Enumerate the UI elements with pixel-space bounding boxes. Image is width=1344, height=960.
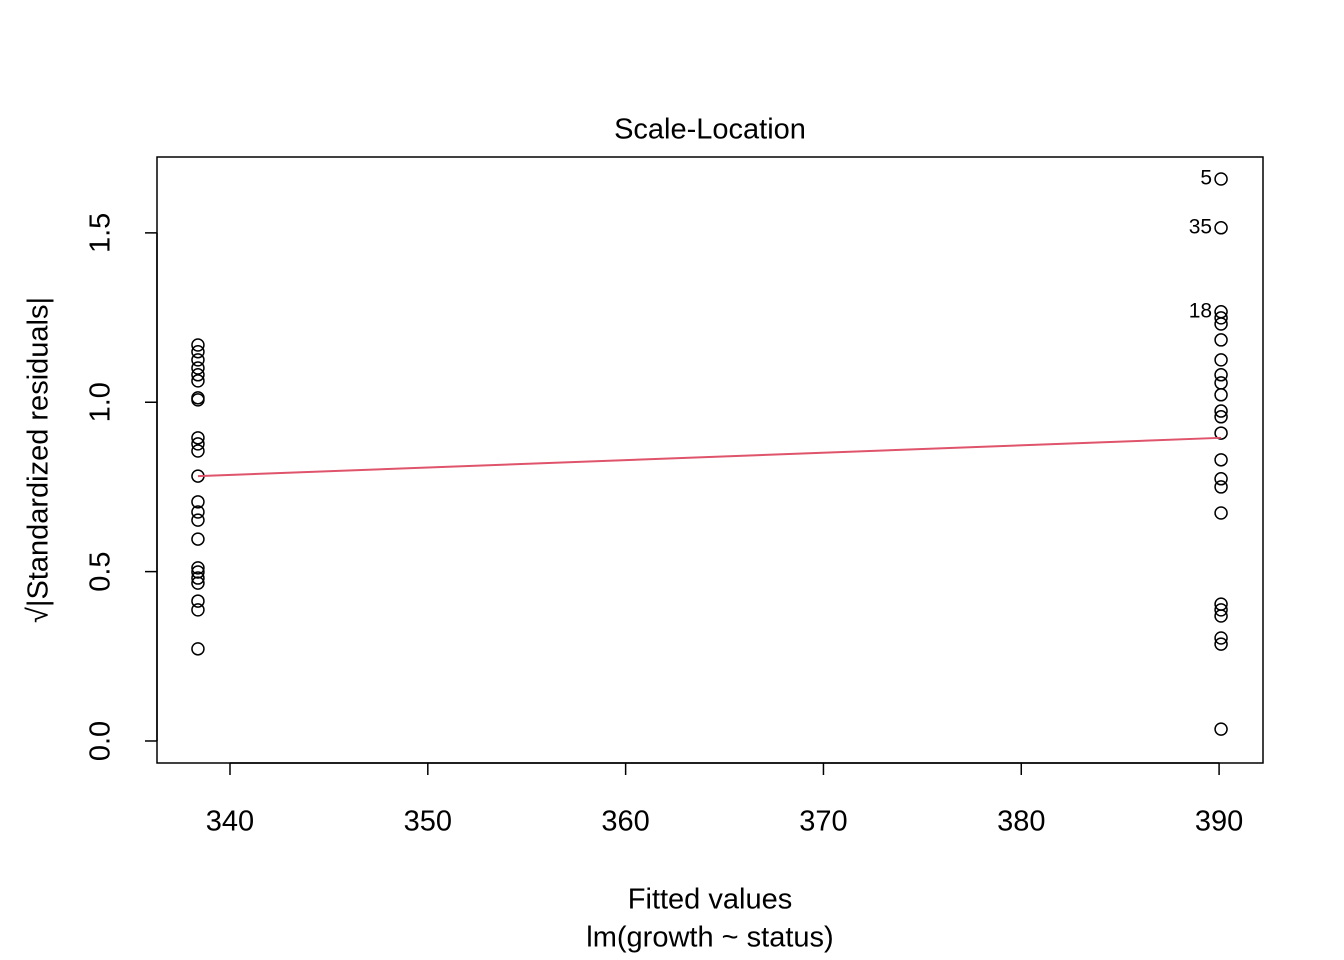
point <box>191 437 205 451</box>
point-label: 5 <box>1200 167 1212 190</box>
point <box>191 565 205 579</box>
point-label: 35 <box>1189 215 1212 238</box>
point <box>1214 172 1228 186</box>
point <box>191 338 205 352</box>
y-tick-label: 0.5 <box>85 551 117 591</box>
point <box>191 353 205 367</box>
point <box>191 571 205 585</box>
point <box>191 393 205 407</box>
point <box>191 505 205 519</box>
point <box>1214 506 1228 520</box>
point <box>191 374 205 388</box>
point <box>1214 368 1228 382</box>
point <box>1214 317 1228 331</box>
point-label: 18 <box>1189 299 1212 322</box>
point <box>1214 404 1228 418</box>
point <box>191 532 205 546</box>
x-tick-label: 390 <box>1195 806 1243 838</box>
point <box>191 345 205 359</box>
point <box>191 431 205 445</box>
point <box>191 576 205 590</box>
point <box>191 642 205 656</box>
point <box>1214 472 1228 486</box>
x-tick-label: 360 <box>601 806 649 838</box>
y-tick-label: 1.0 <box>85 382 117 422</box>
point <box>1214 603 1228 617</box>
chart-title: Scale-Location <box>614 114 806 146</box>
point <box>191 495 205 509</box>
point <box>1214 426 1228 440</box>
x-axis-label: Fitted values <box>628 884 792 916</box>
y-tick-label: 0.0 <box>85 721 117 761</box>
y-tick-label: 1.5 <box>85 213 117 253</box>
point <box>191 513 205 527</box>
point <box>1214 722 1228 736</box>
y-axis-label: √|Standardized residuals| <box>23 297 55 623</box>
point <box>191 561 205 575</box>
point <box>1214 376 1228 390</box>
point <box>191 603 205 617</box>
point <box>191 361 205 375</box>
x-tick-label: 340 <box>206 806 254 838</box>
x-tick-label: 370 <box>799 806 847 838</box>
smooth-line <box>197 436 1222 478</box>
point <box>1214 311 1228 325</box>
point <box>1214 609 1228 623</box>
point <box>1214 480 1228 494</box>
x-tick-label: 380 <box>997 806 1045 838</box>
point <box>1214 410 1228 424</box>
point <box>1214 333 1228 347</box>
point <box>191 444 205 458</box>
point <box>1214 453 1228 467</box>
point <box>1214 221 1228 235</box>
x-tick-label: 350 <box>404 806 452 838</box>
point <box>1214 631 1228 645</box>
point <box>191 368 205 382</box>
point <box>1214 353 1228 367</box>
point <box>1214 637 1228 651</box>
plot-box <box>156 156 1264 764</box>
point <box>191 594 205 608</box>
subtitle: lm(growth ~ status) <box>586 922 833 954</box>
point <box>1214 388 1228 402</box>
